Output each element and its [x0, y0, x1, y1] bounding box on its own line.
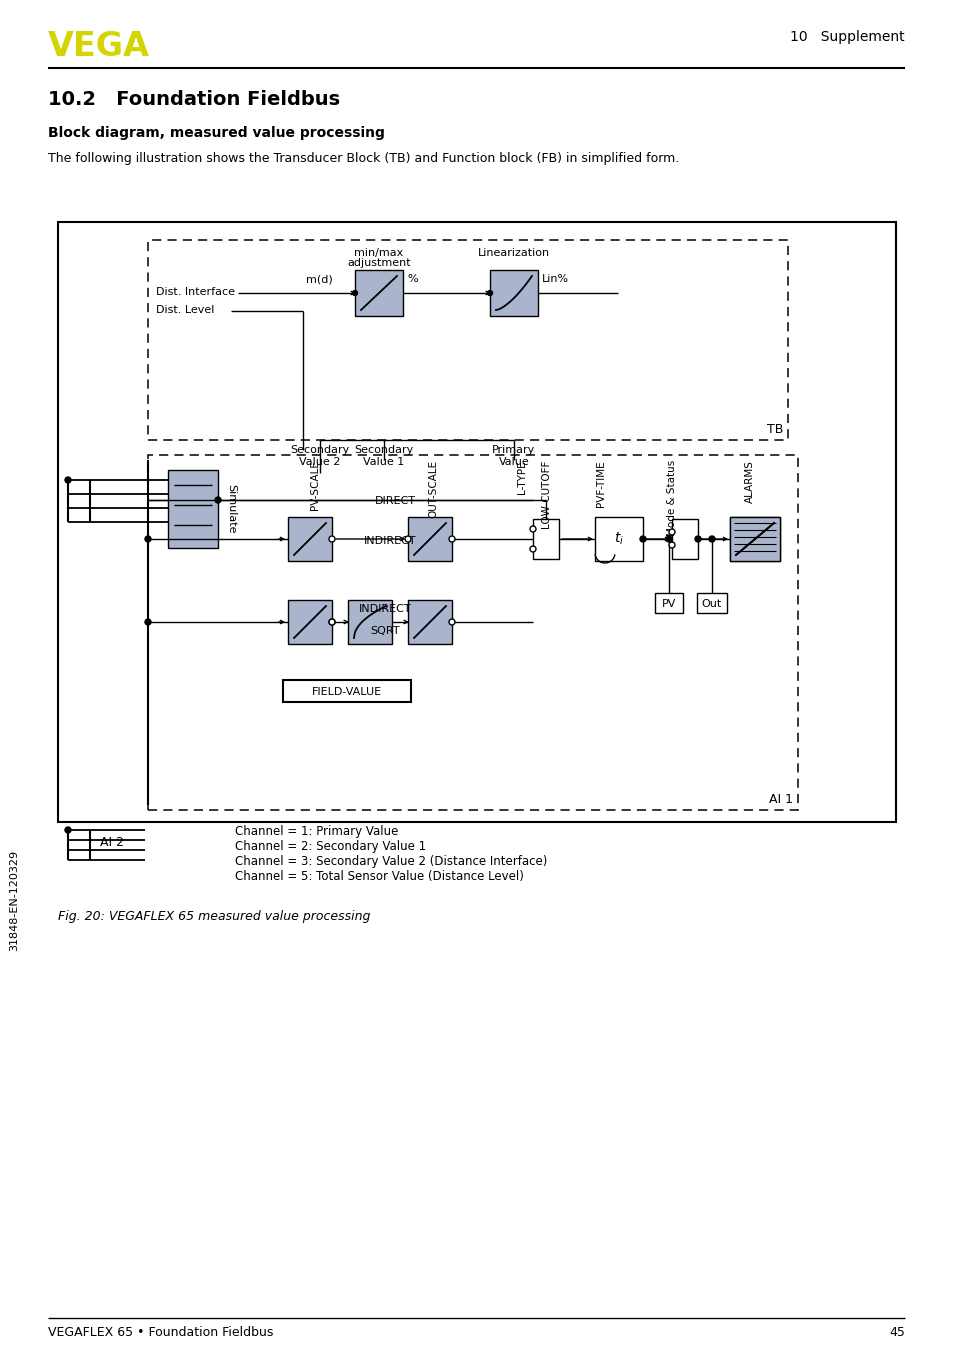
- Text: SQRT: SQRT: [370, 626, 399, 636]
- Text: m(d): m(d): [306, 274, 333, 284]
- Circle shape: [668, 542, 675, 548]
- Bar: [168, 470, 218, 548]
- Text: 45: 45: [888, 1326, 904, 1339]
- Text: ALARMS: ALARMS: [744, 460, 754, 502]
- Text: PVF-TIME: PVF-TIME: [596, 460, 605, 506]
- Text: Out: Out: [701, 598, 721, 609]
- Circle shape: [145, 536, 151, 542]
- Text: Linearization: Linearization: [477, 248, 550, 259]
- Text: VEGA: VEGA: [48, 30, 150, 64]
- Text: Primary
Value: Primary Value: [492, 445, 535, 467]
- Circle shape: [214, 497, 221, 502]
- Text: L-TYPE: L-TYPE: [517, 460, 526, 494]
- Circle shape: [405, 536, 411, 542]
- Text: Fig. 20: VEGAFLEX 65 measured value processing: Fig. 20: VEGAFLEX 65 measured value proc…: [58, 910, 370, 923]
- Circle shape: [449, 619, 455, 626]
- Text: $t_i$: $t_i$: [614, 531, 623, 547]
- Text: Channel = 2: Secondary Value 1: Channel = 2: Secondary Value 1: [234, 839, 426, 853]
- Text: INDIRECT: INDIRECT: [358, 604, 411, 613]
- Text: AI 2: AI 2: [100, 835, 124, 849]
- Bar: [408, 517, 452, 561]
- Bar: [729, 517, 780, 561]
- Bar: [283, 680, 411, 701]
- Text: Simulate: Simulate: [226, 485, 235, 533]
- Circle shape: [530, 525, 536, 532]
- Bar: [533, 519, 558, 559]
- Text: PV: PV: [661, 598, 676, 609]
- Text: AI 1: AI 1: [768, 793, 792, 806]
- Circle shape: [329, 536, 335, 542]
- Text: Dist. Level: Dist. Level: [156, 305, 214, 315]
- Bar: [490, 269, 537, 315]
- Bar: [288, 517, 332, 561]
- Text: Channel = 1: Primary Value: Channel = 1: Primary Value: [234, 825, 398, 838]
- Text: Channel = 3: Secondary Value 2 (Distance Interface): Channel = 3: Secondary Value 2 (Distance…: [234, 854, 547, 868]
- Circle shape: [668, 529, 675, 535]
- Circle shape: [665, 536, 671, 542]
- Circle shape: [487, 291, 492, 295]
- Bar: [348, 600, 392, 645]
- Bar: [148, 455, 797, 810]
- Text: LOW-CUTOFF: LOW-CUTOFF: [540, 460, 551, 528]
- Text: Block diagram, measured value processing: Block diagram, measured value processing: [48, 126, 384, 139]
- Text: Dist. Interface: Dist. Interface: [156, 287, 234, 297]
- Text: Channel = 5: Total Sensor Value (Distance Level): Channel = 5: Total Sensor Value (Distanc…: [234, 871, 523, 883]
- Text: INDIRECT: INDIRECT: [363, 536, 416, 546]
- Circle shape: [530, 546, 536, 552]
- Text: 10.2   Foundation Fieldbus: 10.2 Foundation Fieldbus: [48, 89, 340, 110]
- Circle shape: [639, 536, 645, 542]
- Circle shape: [449, 536, 455, 542]
- Text: min/max: min/max: [354, 248, 403, 259]
- Bar: [58, 222, 895, 822]
- Text: OUT-SCALE: OUT-SCALE: [428, 460, 437, 519]
- Text: PV-SCALE: PV-SCALE: [310, 460, 319, 510]
- Text: %: %: [407, 274, 417, 284]
- Circle shape: [145, 619, 151, 626]
- Bar: [148, 240, 787, 440]
- Circle shape: [329, 619, 335, 626]
- Circle shape: [65, 827, 71, 833]
- Bar: [655, 593, 682, 613]
- Circle shape: [708, 536, 714, 542]
- Bar: [697, 593, 726, 613]
- Bar: [671, 519, 698, 559]
- Bar: [729, 517, 780, 561]
- Bar: [408, 600, 452, 645]
- Text: Secondary
Value 1: Secondary Value 1: [354, 445, 414, 467]
- Text: 10   Supplement: 10 Supplement: [789, 30, 904, 43]
- Text: Mode & Status: Mode & Status: [666, 460, 677, 536]
- Text: FIELD-VALUE: FIELD-VALUE: [312, 686, 381, 697]
- Text: Lin%: Lin%: [541, 274, 569, 284]
- Text: Secondary
Value 2: Secondary Value 2: [290, 445, 349, 467]
- Circle shape: [352, 291, 357, 295]
- Text: DIRECT: DIRECT: [375, 496, 416, 506]
- Circle shape: [329, 619, 335, 626]
- Text: TB: TB: [766, 422, 782, 436]
- Text: The following illustration shows the Transducer Block (TB) and Function block (F: The following illustration shows the Tra…: [48, 152, 679, 165]
- Bar: [595, 517, 642, 561]
- Bar: [288, 600, 332, 645]
- Circle shape: [65, 477, 71, 483]
- Circle shape: [695, 536, 700, 542]
- Bar: [355, 269, 402, 315]
- Text: 31848-EN-120329: 31848-EN-120329: [9, 849, 19, 951]
- Text: adjustment: adjustment: [347, 259, 411, 268]
- Text: VEGAFLEX 65 • Foundation Fieldbus: VEGAFLEX 65 • Foundation Fieldbus: [48, 1326, 274, 1339]
